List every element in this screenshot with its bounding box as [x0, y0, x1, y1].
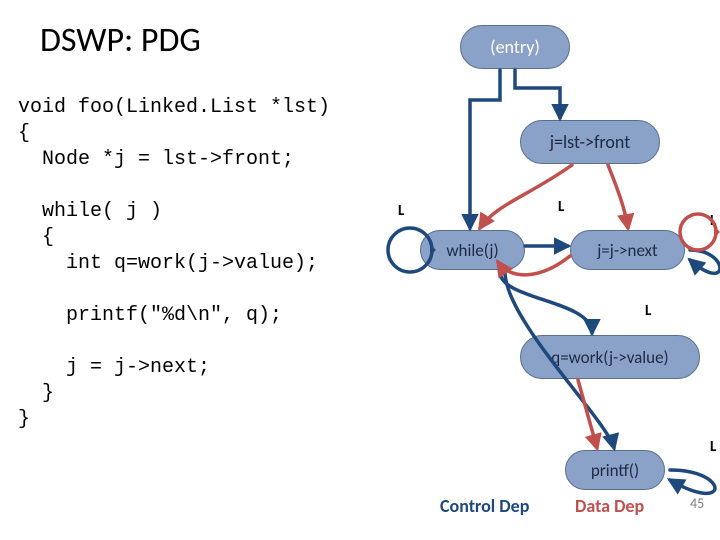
loop-label: L: [398, 202, 404, 220]
node-label: (entry): [490, 36, 540, 58]
page-title: DSWP: PDG: [40, 20, 201, 61]
node-entry: (entry): [460, 25, 570, 69]
node-label: while(j): [446, 240, 498, 261]
loop-label: L: [645, 302, 651, 320]
node-printf: printf(): [565, 450, 665, 490]
node-work: q=work(j->value): [520, 335, 700, 379]
legend-control: Control Dep: [440, 495, 529, 517]
node-label: j=j->next: [597, 240, 658, 261]
node-init: j=lst->front: [520, 120, 660, 164]
node-next: j=j->next: [570, 230, 685, 270]
node-label: printf(): [591, 460, 639, 481]
node-label: q=work(j->value): [551, 347, 668, 368]
code-block: void foo(Linked.List *lst) { Node *j = l…: [18, 95, 330, 433]
node-label: j=lst->front: [550, 131, 630, 153]
slide-number: 45: [690, 495, 704, 512]
loop-label: L: [710, 438, 716, 456]
legend-data: Data Dep: [575, 495, 644, 517]
loop-label: L: [558, 198, 564, 216]
node-while: while(j): [420, 230, 525, 270]
loop-label: L: [710, 212, 716, 230]
